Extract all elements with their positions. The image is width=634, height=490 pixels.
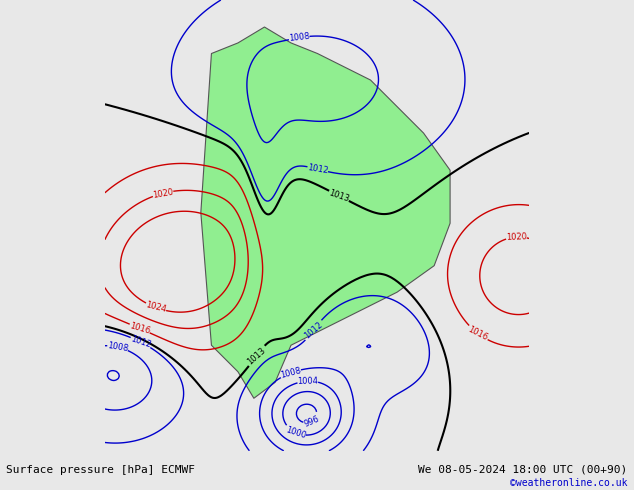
Text: 1000: 1000	[284, 425, 307, 440]
Text: 1012: 1012	[129, 334, 152, 350]
Text: 1008: 1008	[280, 366, 302, 380]
Text: 1024: 1024	[145, 300, 167, 315]
Text: 1012: 1012	[307, 163, 329, 175]
Text: 1016: 1016	[467, 325, 489, 343]
Text: 996: 996	[303, 414, 321, 429]
Text: 1013: 1013	[246, 345, 268, 366]
Text: We 08-05-2024 18:00 UTC (00+90): We 08-05-2024 18:00 UTC (00+90)	[418, 465, 628, 474]
Text: 1020: 1020	[152, 187, 174, 199]
Text: 1004: 1004	[297, 376, 318, 386]
Text: 1013: 1013	[328, 188, 351, 203]
Text: Surface pressure [hPa] ECMWF: Surface pressure [hPa] ECMWF	[6, 465, 195, 474]
Text: 1008: 1008	[288, 32, 310, 43]
Text: ©weatheronline.co.uk: ©weatheronline.co.uk	[510, 478, 628, 488]
Text: 1008: 1008	[107, 341, 129, 353]
Text: 1016: 1016	[128, 321, 151, 336]
Text: 1012: 1012	[302, 320, 325, 341]
Text: 1020: 1020	[506, 232, 527, 242]
